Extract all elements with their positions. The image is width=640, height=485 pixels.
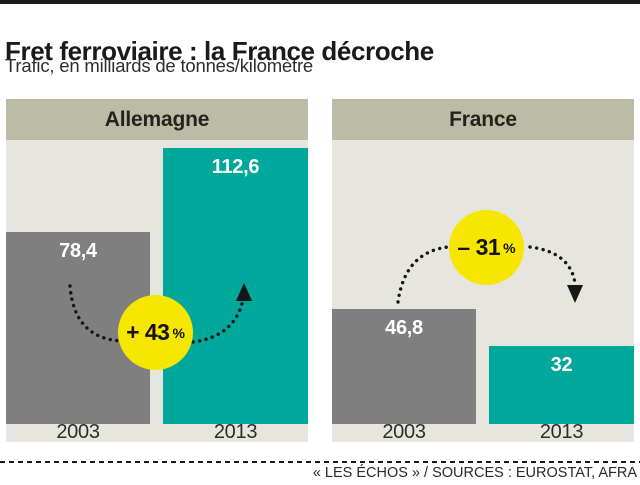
axis-label-2003: 2003 bbox=[56, 421, 100, 443]
panel-france: France 46,8 32 – 31% 2003 2013 bbox=[332, 99, 634, 442]
footer-dashed-rule bbox=[0, 461, 640, 463]
bar-france-2013: 32 bbox=[489, 346, 634, 424]
panel-allemagne: Allemagne 78,4 112,6 + 43% 2003 2013 bbox=[6, 99, 308, 442]
change-value: + 43 bbox=[126, 319, 170, 345]
source-credit: « LES ÉCHOS » / SOURCES : EUROSTAT, AFRA bbox=[312, 465, 637, 481]
panel-allemagne-plot: 78,4 112,6 bbox=[6, 140, 308, 424]
change-badge-allemagne: + 43% bbox=[118, 295, 193, 370]
change-value: – 31 bbox=[457, 234, 501, 260]
panel-france-title: France bbox=[332, 99, 634, 140]
page-subtitle: Trafic, en milliards de tonnes/kilomètre bbox=[5, 55, 313, 76]
bar-france-2003: 46,8 bbox=[332, 309, 476, 424]
percent-sign: % bbox=[172, 324, 185, 341]
top-rule bbox=[0, 0, 640, 4]
change-badge-france: – 31% bbox=[449, 210, 524, 285]
axis-labels-allemagne: 2003 2013 bbox=[6, 421, 308, 443]
page-title: Fret ferroviaire : la France décroche bbox=[5, 36, 434, 67]
axis-labels-france: 2003 2013 bbox=[332, 421, 634, 443]
axis-label-2003: 2003 bbox=[382, 421, 426, 443]
bar-allemagne-2013: 112,6 bbox=[163, 148, 308, 424]
bar-value-label: 46,8 bbox=[385, 317, 423, 339]
axis-label-2013: 2013 bbox=[539, 421, 584, 443]
bar-value-label: 112,6 bbox=[211, 156, 260, 178]
bar-value-label: 32 bbox=[550, 354, 573, 376]
percent-sign: % bbox=[503, 239, 516, 256]
change-arrow-down-icon bbox=[396, 245, 583, 304]
bar-value-label: 78,4 bbox=[59, 240, 97, 262]
panel-allemagne-title: Allemagne bbox=[6, 99, 308, 140]
axis-label-2013: 2013 bbox=[213, 421, 258, 443]
change-arrow-up-icon bbox=[68, 283, 252, 344]
